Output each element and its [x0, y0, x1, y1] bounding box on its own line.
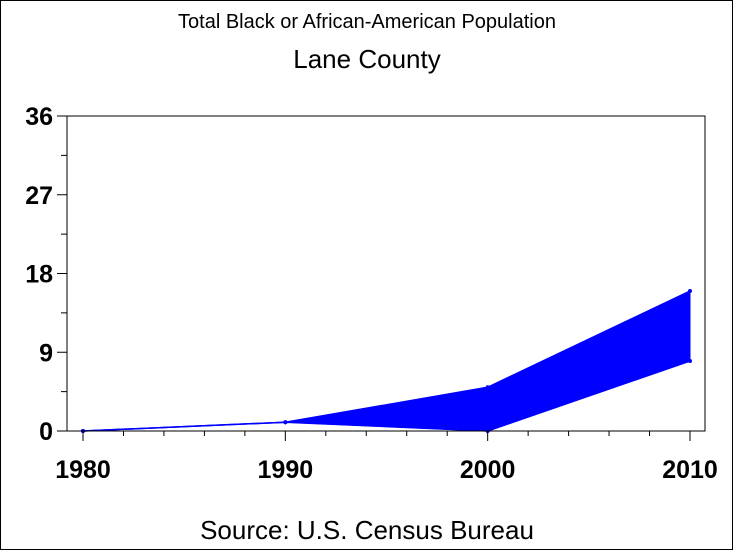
series-line-2 — [82, 360, 691, 432]
area-layer — [81, 289, 692, 433]
y-tick-label: 18 — [25, 261, 53, 289]
chart-footnote: Source: U.S. Census Bureau — [200, 515, 534, 545]
chart-subtitle: Lane County — [293, 44, 440, 74]
data-point-s2-2010 — [688, 359, 692, 363]
chart-title: Total Black or African-American Populati… — [178, 11, 556, 33]
x-tick-label: 1990 — [258, 456, 314, 484]
y-tick-label: 9 — [39, 339, 53, 367]
x-tick-label: 1980 — [55, 456, 111, 484]
y-tick-label: 27 — [25, 182, 53, 210]
x-tick-label: 2010 — [662, 456, 718, 484]
x-tick-label: 2000 — [460, 456, 516, 484]
y-tick-label: 0 — [39, 418, 53, 446]
axis-layer: 0 9 18 27 36 1980 1990 2000 2010 — [25, 103, 718, 484]
data-point-s2-1990 — [283, 420, 288, 425]
data-point-s1-2000 — [485, 385, 490, 390]
y-tick-label: 36 — [25, 103, 53, 131]
area-band — [82, 290, 691, 432]
data-point-s1-2010 — [688, 289, 692, 293]
